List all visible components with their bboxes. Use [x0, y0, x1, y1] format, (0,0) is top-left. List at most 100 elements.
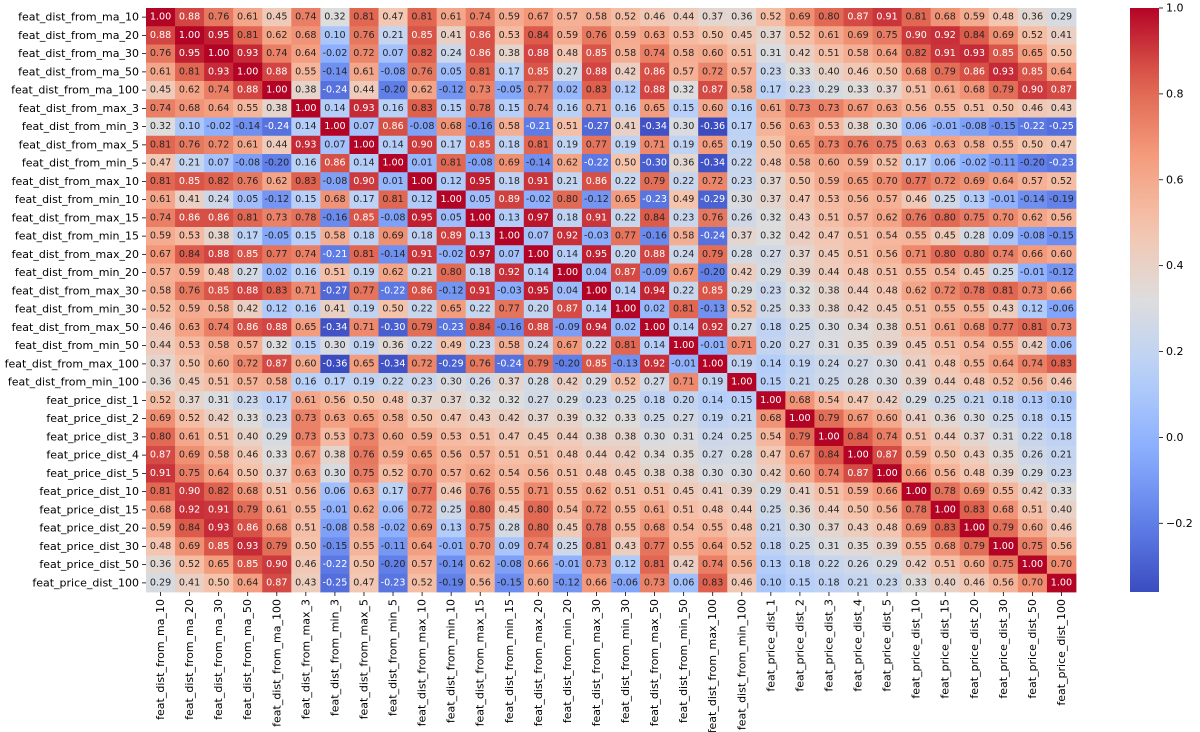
cell-value-label: 0.46: [964, 577, 985, 588]
colorbar-tick-label: 0.4: [1166, 259, 1184, 272]
heatmap-cell: [1046, 81, 1077, 100]
cell-value-label: 0.53: [818, 121, 839, 132]
cell-value-label: 0.48: [847, 267, 868, 278]
heatmap-cell: [988, 99, 1019, 118]
cell-value-label: 0.38: [499, 48, 520, 59]
cell-value-label: 0.55: [993, 340, 1014, 351]
cell-value-label: -0.24: [497, 358, 522, 369]
cell-value-label: 0.64: [1051, 66, 1072, 77]
cell-value-label: 0.44: [847, 285, 868, 296]
cell-value-label: 0.76: [150, 48, 171, 59]
heatmap-cell: [611, 8, 641, 27]
cell-value-label: -0.02: [206, 121, 231, 132]
cell-value-label: 1.00: [295, 103, 316, 114]
cell-value-label: 0.67: [847, 103, 868, 114]
heatmap-cell: [756, 8, 786, 27]
heatmap-cell: [465, 99, 496, 118]
cell-value-label: 0.48: [557, 48, 578, 59]
cell-value-label: 0.51: [499, 450, 520, 461]
cell-value-label: 0.30: [876, 121, 897, 132]
cell-value-label: 0.45: [150, 85, 171, 96]
cell-value-label: 0.45: [499, 504, 520, 515]
cell-value-label: 0.76: [411, 66, 432, 77]
cell-value-label: 0.61: [237, 12, 258, 23]
cell-value-label: 0.55: [237, 103, 258, 114]
cell-value-label: -0.05: [497, 85, 522, 96]
heatmap-cell: [901, 99, 932, 118]
cell-value-label: 0.46: [440, 486, 461, 497]
cell-value-label: 0.48: [382, 395, 403, 406]
cell-value-label: 0.61: [179, 431, 200, 442]
cell-value-label: 0.10: [179, 121, 200, 132]
cell-value-label: 0.81: [528, 139, 549, 150]
cell-value-label: 0.44: [557, 431, 578, 442]
heatmap-cell: [262, 135, 292, 155]
y-tick-label: feat_dist_from_max_20: [12, 248, 139, 261]
heatmap-cell: [262, 44, 292, 64]
heatmap-cell: [378, 99, 408, 118]
cell-value-label: 0.30: [324, 340, 345, 351]
cell-value-label: 0.12: [440, 176, 461, 187]
cell-value-label: 1.00: [528, 249, 549, 260]
cell-value-label: 0.44: [935, 377, 956, 388]
cell-value-label: 0.58: [499, 340, 520, 351]
cell-value-label: 0.39: [731, 486, 752, 497]
cell-value-label: 0.56: [1051, 541, 1072, 552]
cell-value-label: 0.04: [586, 267, 607, 278]
cell-value-label: 0.05: [440, 66, 461, 77]
cell-value-label: 0.18: [470, 267, 491, 278]
heatmap-cell: [727, 44, 757, 64]
cell-value-label: -0.11: [991, 158, 1016, 169]
cell-value-label: 0.87: [702, 85, 723, 96]
heatmap-cell: [407, 44, 438, 64]
cell-value-label: 0.06: [673, 577, 694, 588]
heatmap-cell: [320, 99, 350, 118]
cell-value-label: 0.15: [673, 103, 694, 114]
heatmap-cell: [262, 81, 292, 100]
cell-value-label: 0.75: [1022, 541, 1043, 552]
heatmap-cell: [523, 8, 554, 27]
cell-value-label: 0.81: [1022, 322, 1043, 333]
cell-value-label: 0.14: [644, 340, 665, 351]
heatmap-cell: [756, 99, 786, 118]
cell-value-label: 1.00: [179, 30, 200, 41]
cell-value-label: 0.13: [760, 559, 781, 570]
heatmap-cell: [698, 81, 728, 100]
cell-value-label: 0.47: [760, 450, 781, 461]
cell-value-label: 0.41: [324, 304, 345, 315]
cell-value-label: 0.74: [266, 48, 287, 59]
heatmap-cell: [756, 44, 786, 64]
cell-value-label: 0.88: [528, 322, 549, 333]
cell-value-label: 0.65: [411, 450, 432, 461]
cell-value-label: 0.49: [440, 340, 461, 351]
cell-value-label: 0.07: [353, 121, 374, 132]
heatmap-cell: [581, 81, 612, 100]
heatmap-cell: [814, 62, 844, 82]
cell-value-label: 0.64: [237, 577, 258, 588]
cell-value-label: 0.62: [470, 468, 491, 479]
cell-value-label: 0.89: [499, 194, 520, 205]
cell-value-label: 0.68: [295, 30, 316, 41]
cell-value-label: 1.00: [1022, 559, 1043, 570]
cell-value-label: 0.50: [1022, 139, 1043, 150]
cell-value-label: 1.00: [760, 395, 781, 406]
cell-value-label: 1.00: [1051, 577, 1072, 588]
cell-value-label: 0.05: [237, 194, 258, 205]
cell-value-label: 0.01: [382, 176, 403, 187]
cell-value-label: -0.20: [264, 158, 289, 169]
cell-value-label: 0.15: [731, 395, 752, 406]
cell-value-label: 0.40: [1051, 504, 1072, 515]
cell-value-label: 0.51: [935, 340, 956, 351]
cell-value-label: 0.68: [993, 504, 1014, 515]
cell-value-label: 0.19: [353, 377, 374, 388]
cell-value-label: 0.07: [324, 139, 345, 150]
cell-value-label: 0.14: [382, 139, 403, 150]
cell-value-label: 0.91: [208, 504, 229, 515]
cell-value-label: 0.66: [586, 577, 607, 588]
cell-value-label: 0.04: [557, 285, 578, 296]
cell-value-label: 0.72: [237, 358, 258, 369]
cell-value-label: 0.76: [847, 139, 868, 150]
y-tick-label: feat_dist_from_ma_100: [11, 84, 139, 97]
cell-value-label: 0.51: [818, 48, 839, 59]
heatmap-cell: [1017, 62, 1048, 82]
